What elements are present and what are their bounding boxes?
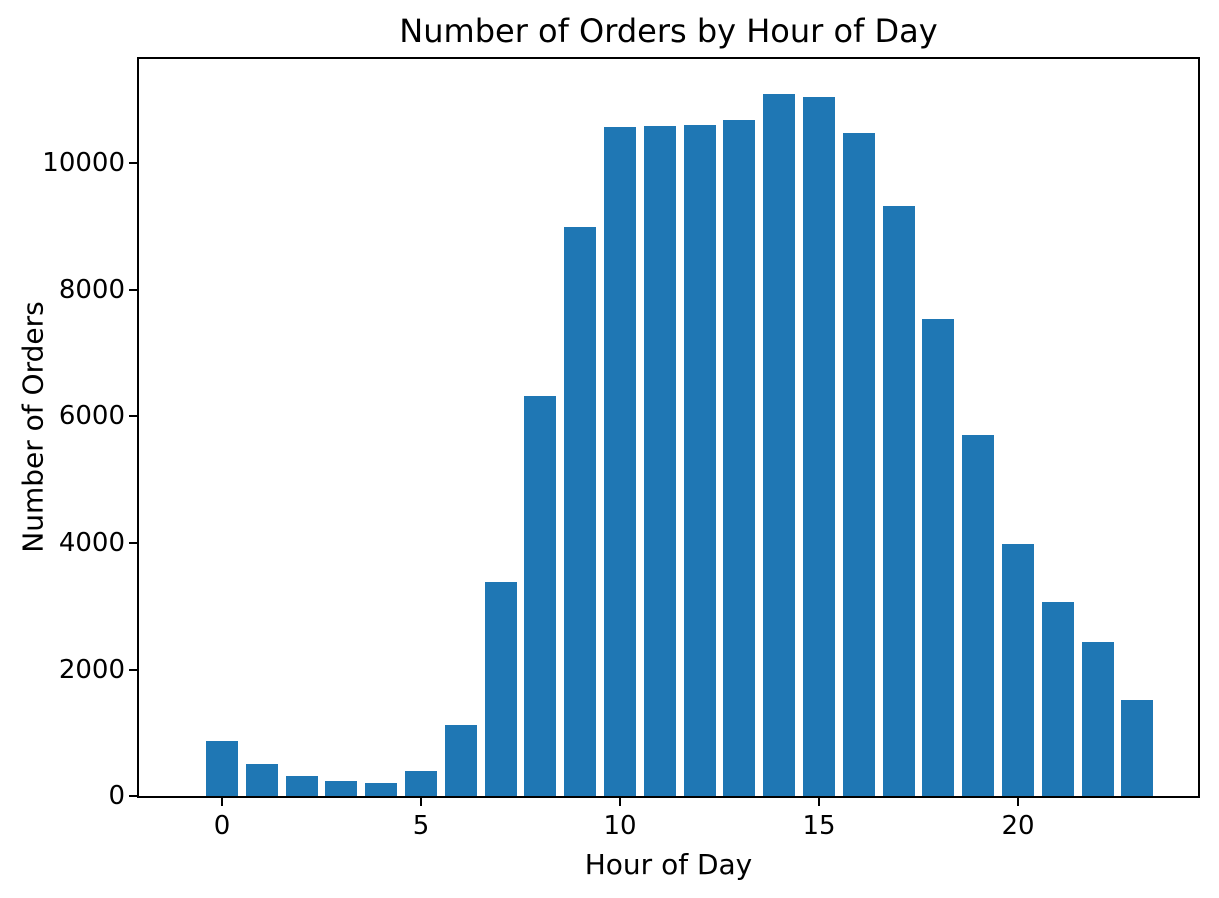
bar-hour-13 [723,119,756,796]
bar-hour-2 [285,776,318,796]
y-tick-mark-8000 [129,288,137,291]
y-tick-mark-0 [129,795,137,797]
chart-title: Number of Orders by Hour of Day [399,12,938,50]
bar-hour-11 [643,126,676,796]
y-tick-mark-10000 [129,162,137,165]
bar-hour-16 [842,133,875,796]
x-tick-mark-10 [619,798,621,806]
y-tick-mark-6000 [129,415,137,418]
bar-hour-1 [245,763,278,796]
bar-hour-15 [803,97,835,796]
bar-hour-20 [1002,544,1034,796]
x-tick-label-20: 20 [1001,811,1035,841]
bar-hour-0 [206,741,238,796]
bar-hour-21 [1041,602,1074,796]
bar-hour-6 [444,725,477,796]
x-tick-mark-0 [221,798,223,806]
bar-hour-5 [405,770,437,796]
bar-hour-7 [484,582,517,796]
bar-hour-3 [325,781,358,796]
y-tick-label-2000: 2000 [58,654,125,685]
bar-hour-22 [1081,641,1114,796]
x-tick-mark-20 [1017,798,1019,806]
bar-hour-4 [365,783,398,796]
bar-hour-9 [564,226,597,796]
bar-hour-19 [962,434,995,796]
y-tick-label-6000: 6000 [58,401,125,432]
x-tick-mark-5 [420,798,422,806]
bar-hour-14 [763,94,796,796]
x-tick-label-5: 5 [412,811,430,841]
bar-hour-17 [882,205,915,796]
bar-hour-10 [604,127,636,796]
x-axis-label: Hour of Day [584,848,753,881]
y-tick-label-8000: 8000 [58,274,125,305]
y-tick-label-4000: 4000 [58,528,125,558]
y-tick-label-10000: 10000 [42,148,125,179]
bar-hour-8 [524,395,557,796]
x-tick-label-0: 0 [213,811,231,841]
x-tick-label-10: 10 [603,811,637,841]
bar-hour-12 [683,125,716,796]
y-tick-mark-4000 [129,542,137,544]
plot-area [137,57,1200,798]
y-tick-mark-2000 [129,668,137,671]
x-tick-mark-15 [818,798,820,806]
bar-hour-23 [1121,699,1154,796]
bar-hour-18 [922,319,955,796]
bars-container [139,59,1198,796]
x-tick-label-15: 15 [802,811,836,841]
y-tick-label-0: 0 [108,781,125,811]
